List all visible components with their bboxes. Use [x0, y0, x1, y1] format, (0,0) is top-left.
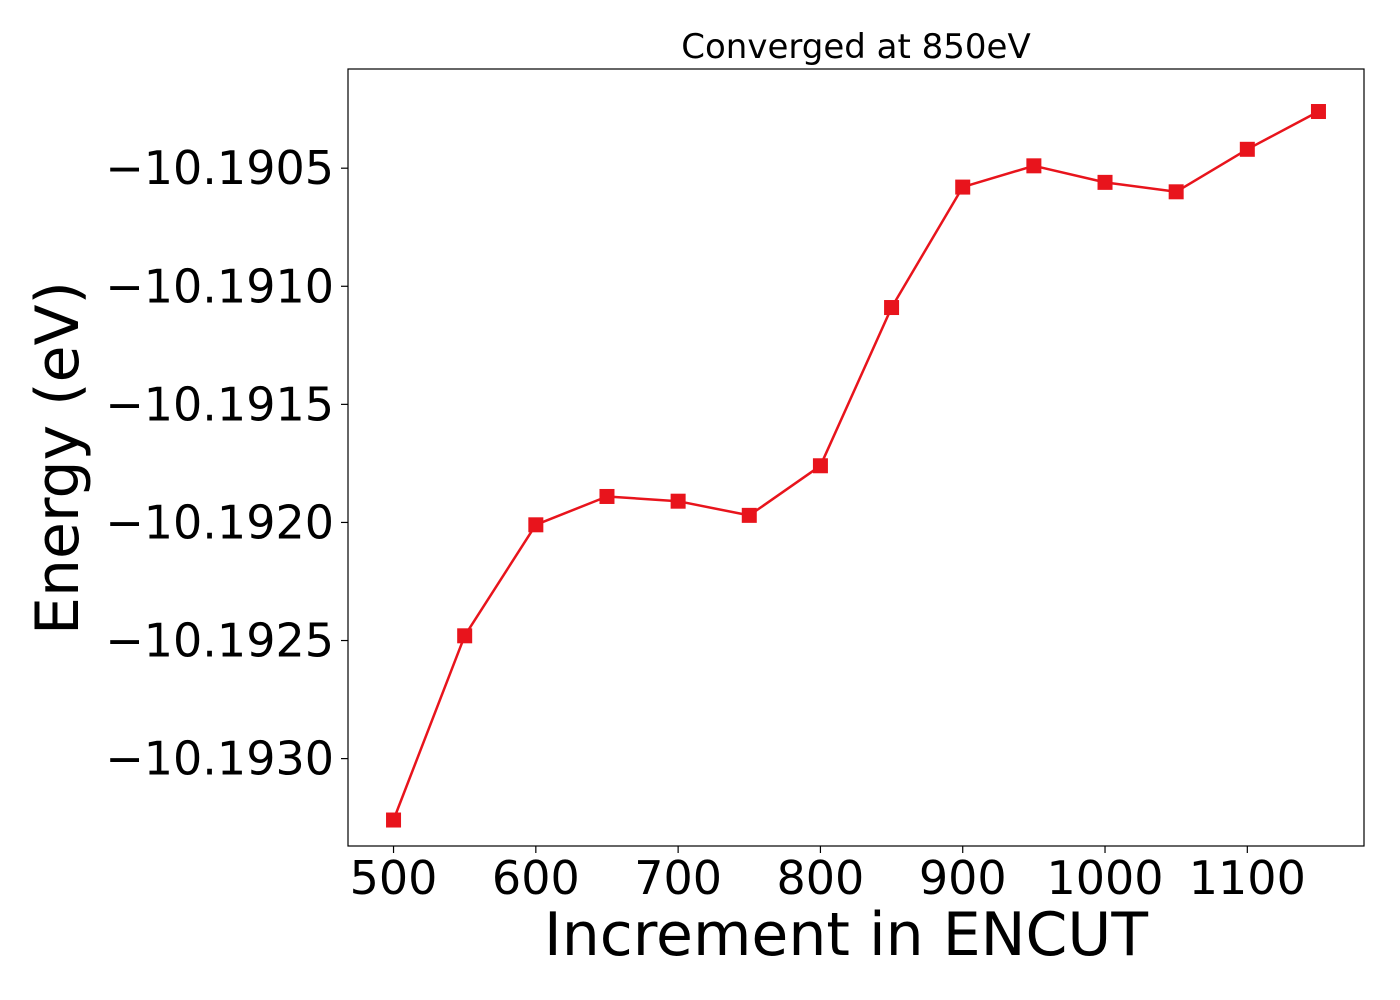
data-point-marker [955, 179, 971, 195]
data-point-marker [670, 493, 686, 509]
plot-area [347, 68, 1365, 847]
y-tick-label: −10.1910 [105, 259, 334, 313]
x-tick-label: 500 [350, 851, 438, 905]
series-layer [386, 104, 1326, 828]
data-point-marker [1239, 141, 1255, 157]
y-tick-label: −10.1925 [105, 614, 334, 668]
y-tick-label: −10.1930 [105, 732, 334, 786]
data-point-marker [528, 517, 544, 533]
data-point-marker [884, 300, 900, 316]
data-point-marker [812, 458, 828, 474]
x-tick-label: 1100 [1189, 851, 1306, 905]
x-tick-label: 1000 [1046, 851, 1163, 905]
data-point-marker [1026, 158, 1042, 174]
y-tick-label: −10.1915 [105, 377, 334, 431]
x-tick-label: 800 [777, 851, 865, 905]
x-tick-label: 700 [634, 851, 722, 905]
y-axis-label: Energy (eV) [23, 281, 93, 635]
data-point-marker [599, 488, 615, 504]
data-point-marker [386, 812, 402, 828]
data-point-marker [1097, 174, 1113, 190]
y-tick-label: −10.1905 [105, 141, 334, 195]
data-point-marker [741, 507, 757, 523]
data-point-marker [457, 628, 473, 644]
series-line [392, 110, 1320, 821]
x-axis-label: Increment in ENCUT [544, 900, 1148, 970]
data-point-marker [1310, 104, 1326, 120]
y-tick-label: −10.1920 [105, 495, 334, 549]
x-tick-label: 900 [919, 851, 1007, 905]
y-axis: −10.1930 −10.1925 −10.1920 −10.1915 −10.1910… [105, 141, 348, 786]
chart-title: Converged at 850eV [681, 27, 1030, 67]
x-tick-label: 600 [492, 851, 580, 905]
data-point-marker [1168, 184, 1184, 200]
x-axis: 500 600 700 800 900 1000 1100 [350, 846, 1306, 905]
